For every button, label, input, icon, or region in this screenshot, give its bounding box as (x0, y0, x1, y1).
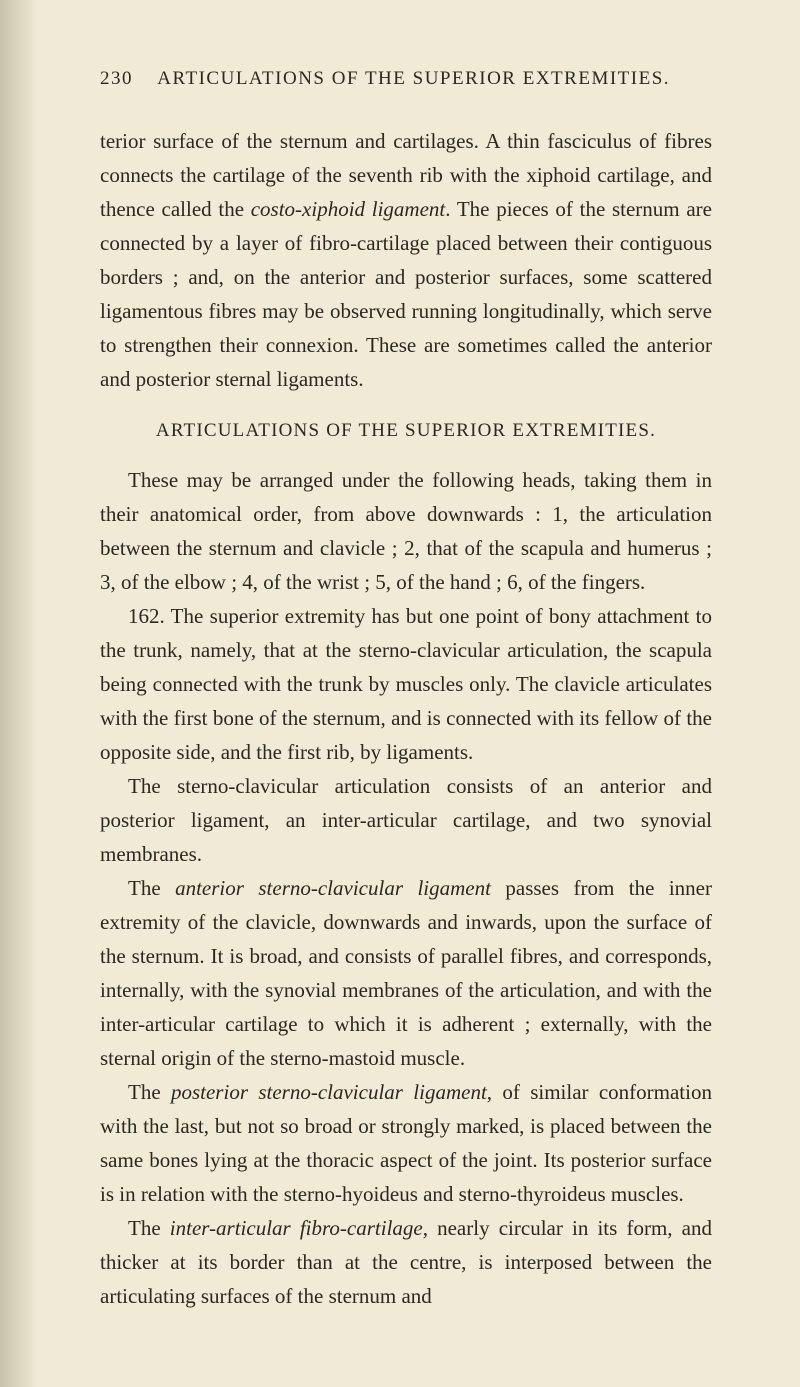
term-anterior-sterno-clavicular-ligament: anterior sterno-clavicular ligament (175, 876, 491, 900)
paragraph-7: The inter-articular fibro-cartilage, nea… (100, 1211, 712, 1313)
paragraph-6: The posterior sterno-clavicular ligament… (100, 1075, 712, 1211)
text: The (128, 876, 175, 900)
paragraph-3: 162. The superior extremity has but one … (100, 599, 712, 769)
page-header: 230 ARTICULATIONS OF THE SUPERIOR EXTREM… (100, 68, 712, 90)
text: . The pieces of the sternum are connecte… (100, 197, 712, 391)
paragraph-2: These may be arranged under the followin… (100, 463, 712, 599)
paragraph-5: The anterior sterno-clavicular ligament … (100, 871, 712, 1075)
page-number: 230 (100, 68, 133, 90)
text: The (128, 1080, 171, 1104)
paragraph-4: The sterno-clavicular articulation consi… (100, 769, 712, 871)
text: The (128, 1216, 170, 1240)
page-content: 230 ARTICULATIONS OF THE SUPERIOR EXTREM… (0, 0, 800, 1381)
paragraph-1: terior surface of the sternum and cartil… (100, 124, 712, 396)
running-head: ARTICULATIONS OF THE SUPERIOR EXTREMITIE… (157, 68, 670, 90)
text: passes from the inner extremity of the c… (100, 876, 712, 1070)
section-heading: ARTICULATIONS OF THE SUPERIOR EXTREMITIE… (100, 416, 712, 447)
body-text: terior surface of the sternum and cartil… (100, 124, 712, 1313)
term-inter-articular-fibro-cartilage: inter-articular fibro-cartilage (170, 1216, 423, 1240)
term-costo-xiphoid-ligament: costo-xiphoid ligament (251, 197, 446, 221)
term-posterior-sterno-clavicular-ligament: posterior sterno-clavicular ligament (171, 1080, 487, 1104)
